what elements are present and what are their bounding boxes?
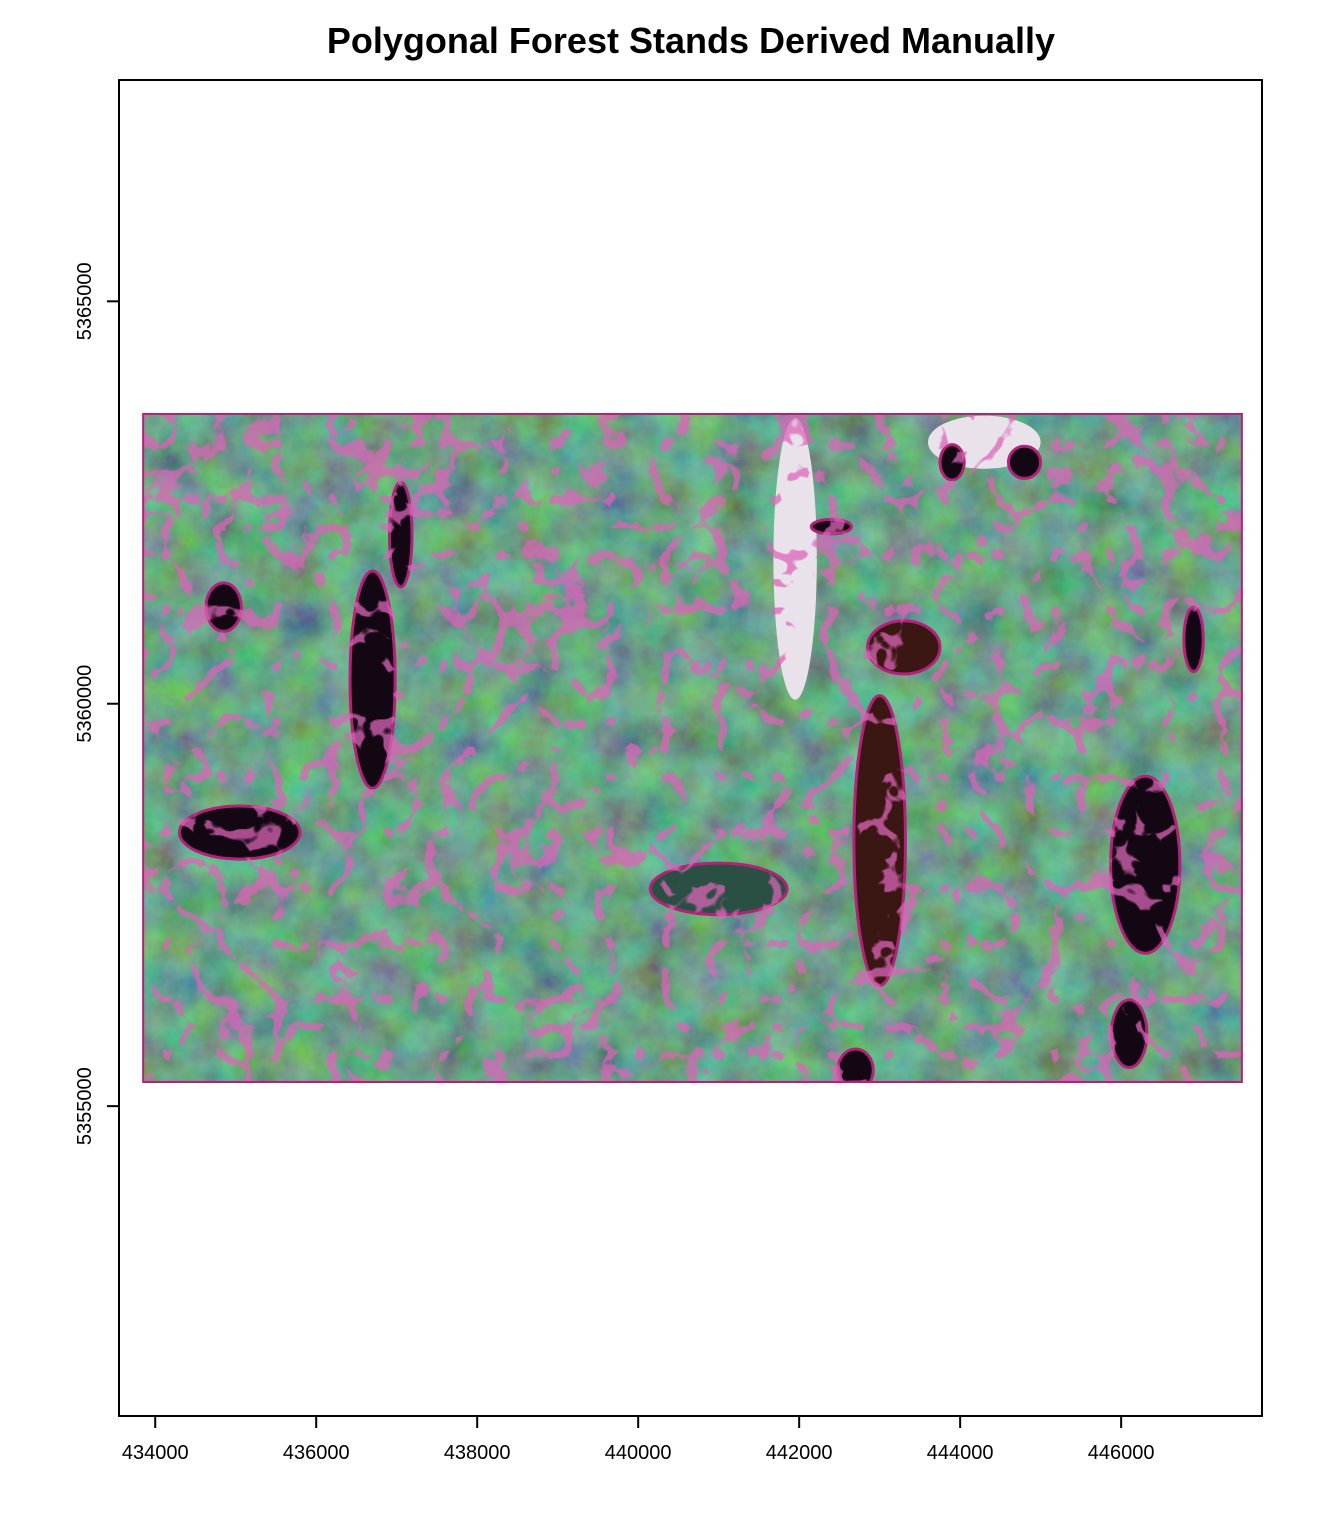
x-tick-label: 436000 xyxy=(283,1442,350,1464)
stand-polygon-outlines xyxy=(143,414,1242,1082)
plot-title: Polygonal Forest Stands Derived Manually xyxy=(326,20,1056,61)
raster-border xyxy=(142,413,1243,1083)
x-axis: 434000 436000 438000 440000 442000 444000 4460… xyxy=(122,1415,1155,1464)
x-tick-label: 444000 xyxy=(927,1442,994,1464)
x-tick-label: 434000 xyxy=(122,1442,189,1464)
y-tick-label: 5360000 xyxy=(74,665,96,743)
y-tick-label: 5355000 xyxy=(74,1067,96,1145)
x-tick-label: 442000 xyxy=(766,1442,833,1464)
y-tick-label: 5365000 xyxy=(74,262,96,340)
y-axis: 5355000 5360000 5365000 xyxy=(74,262,120,1145)
x-tick-label: 446000 xyxy=(1088,1442,1155,1464)
x-tick-label: 440000 xyxy=(605,1442,672,1464)
satellite-raster xyxy=(143,414,1242,1082)
x-tick-label: 438000 xyxy=(444,1442,511,1464)
